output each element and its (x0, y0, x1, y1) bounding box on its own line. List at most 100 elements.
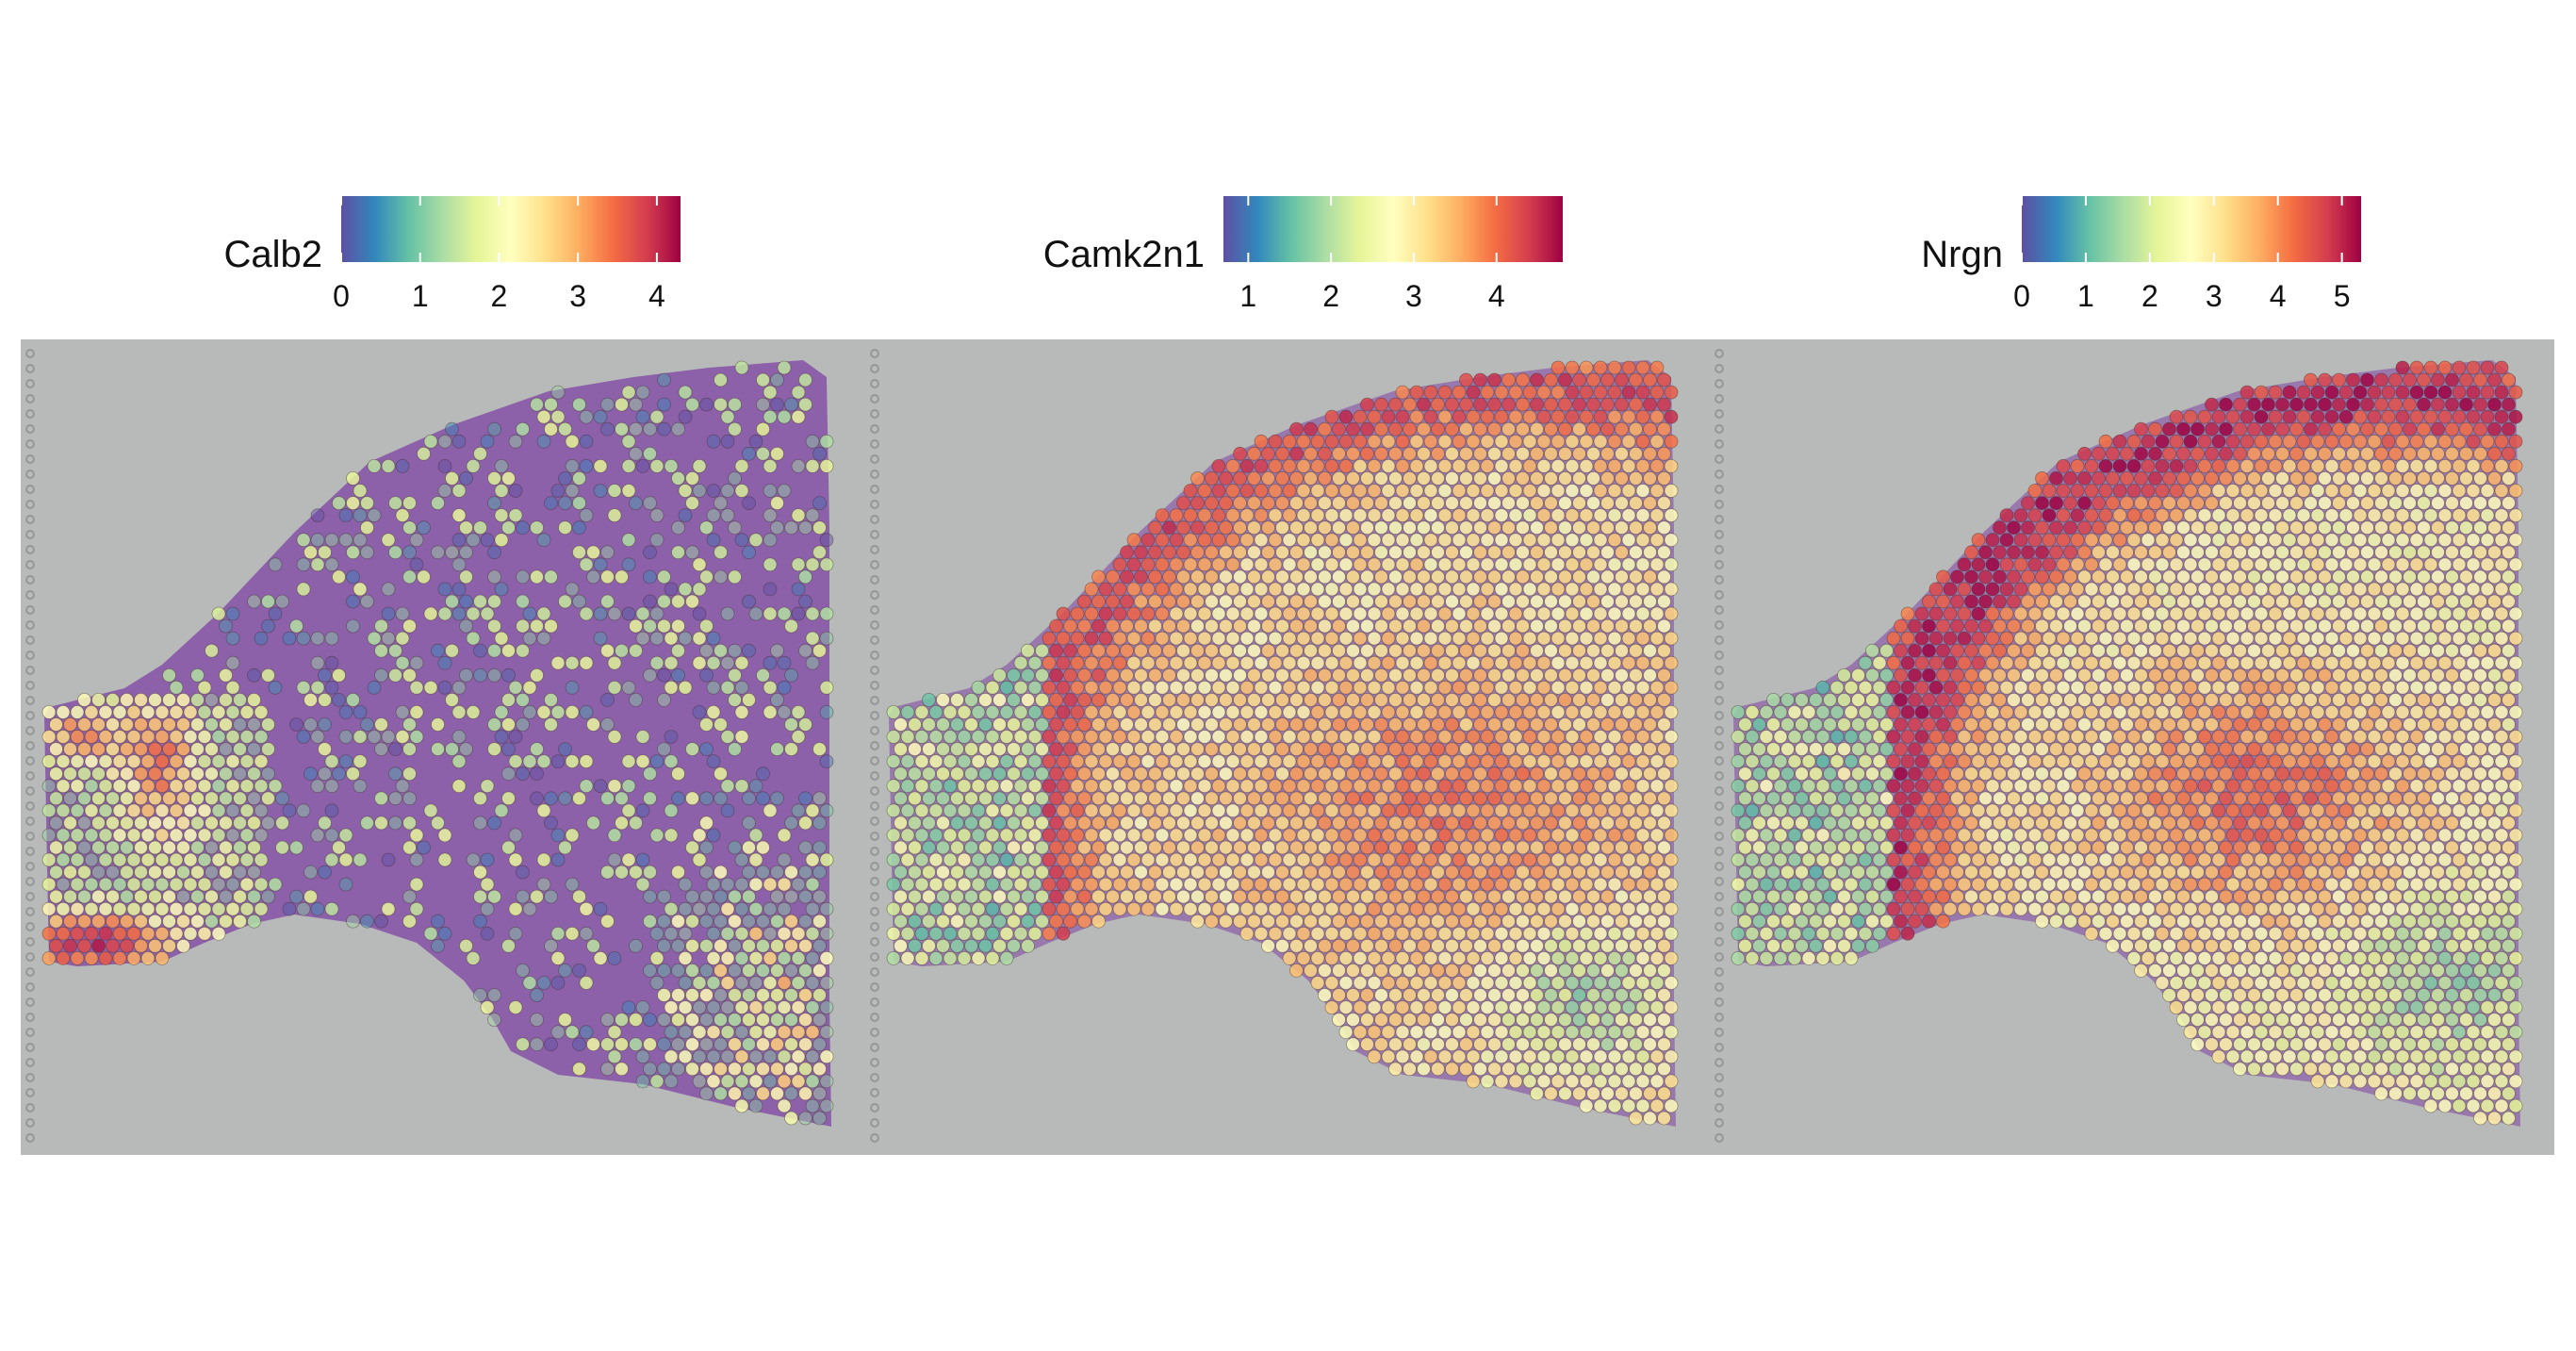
spot (459, 470, 473, 486)
spot (1586, 1037, 1600, 1052)
spot (1635, 730, 1650, 744)
spot (1914, 631, 1929, 646)
spot (41, 877, 57, 892)
spot (777, 828, 792, 843)
spot (1664, 877, 1679, 892)
spot (1649, 976, 1665, 990)
spot (1600, 791, 1615, 806)
spot (1536, 385, 1551, 400)
spot (1431, 914, 1445, 929)
spot (2205, 618, 2219, 634)
spot (699, 1062, 714, 1077)
spot (1572, 988, 1586, 1002)
spot (2268, 655, 2283, 670)
spot (1084, 606, 1099, 621)
spot (1943, 655, 1958, 670)
spot (678, 1000, 693, 1014)
spot (49, 865, 63, 880)
fiducial-dot (25, 877, 35, 886)
spot (494, 533, 509, 548)
spot (501, 791, 516, 806)
spot (324, 631, 339, 646)
spot (2176, 470, 2190, 486)
spot (1657, 840, 1671, 855)
spot (706, 1025, 721, 1040)
spot (1629, 816, 1643, 831)
spot (1126, 582, 1141, 597)
spot (1629, 1037, 1643, 1052)
spot (2106, 520, 2120, 535)
spot (1615, 964, 1629, 978)
spot (664, 901, 679, 916)
spot (728, 1062, 742, 1077)
spot (1649, 458, 1665, 473)
spot (2395, 606, 2410, 621)
spot (629, 496, 643, 511)
spot (699, 520, 714, 535)
spot (1324, 803, 1339, 818)
spot (417, 520, 431, 535)
spot (2508, 458, 2523, 473)
spot (148, 840, 162, 855)
spot (2233, 618, 2247, 634)
spot (2183, 409, 2198, 424)
spot (1487, 397, 1501, 412)
spot (77, 766, 91, 782)
spot (1318, 865, 1332, 880)
spot (1572, 865, 1586, 880)
spot (635, 1000, 650, 1014)
spot (1551, 926, 1566, 941)
spot (1643, 667, 1657, 683)
spot (1134, 816, 1148, 831)
spot (1635, 434, 1650, 449)
spot (635, 631, 650, 646)
spot (2007, 545, 2021, 560)
spot (2403, 618, 2417, 634)
spot (77, 791, 91, 806)
spot (777, 704, 792, 719)
spot (1289, 742, 1304, 757)
spot (1586, 1013, 1600, 1027)
spot (459, 594, 473, 609)
spot (346, 545, 360, 560)
spot (1275, 496, 1289, 511)
spot (1225, 754, 1240, 769)
spot (1643, 791, 1657, 806)
spot (2466, 680, 2481, 695)
spot (791, 730, 806, 744)
spot (1176, 667, 1190, 683)
spot (671, 988, 685, 1002)
spot (1473, 545, 1487, 560)
spot (1565, 901, 1580, 916)
spot (2502, 470, 2516, 486)
spot (805, 976, 820, 990)
spot (1480, 484, 1495, 498)
spot (2480, 360, 2495, 375)
spot (819, 704, 834, 719)
spot (338, 730, 353, 744)
spot (1360, 667, 1374, 683)
spot (1473, 470, 1487, 486)
spot (63, 840, 77, 855)
fiducial-dot (25, 575, 35, 585)
spot (914, 951, 929, 965)
spot (1815, 680, 1830, 695)
spot (1600, 914, 1615, 929)
spot (1466, 655, 1481, 670)
spot (1268, 901, 1283, 916)
spot (2289, 496, 2304, 511)
spot (2423, 680, 2438, 695)
spot (1593, 360, 1608, 375)
spot (77, 938, 91, 953)
spot (1593, 901, 1608, 916)
spot (2134, 446, 2148, 461)
spot (2141, 508, 2156, 523)
spot (140, 926, 156, 941)
spot (1403, 446, 1417, 461)
spot (2021, 667, 2035, 683)
spot (2388, 545, 2403, 560)
spot (1360, 421, 1374, 437)
spot (445, 692, 459, 707)
spot (1388, 1013, 1403, 1027)
spot (1324, 926, 1339, 941)
